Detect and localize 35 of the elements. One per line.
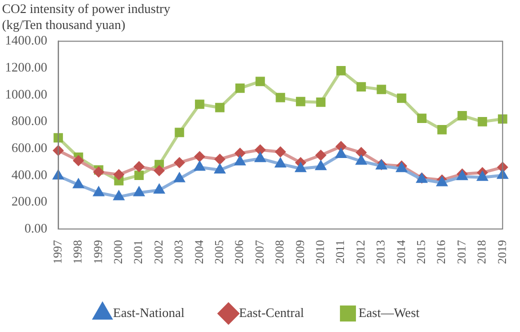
x-tick-label: 2007 (252, 240, 266, 264)
y-tick-label: 600.00 (12, 140, 48, 155)
x-tick-label: 1998 (70, 240, 85, 264)
x-tick-label: 2004 (192, 240, 206, 264)
x-tick-label: 2019 (494, 240, 509, 264)
x-tick-label: 1999 (90, 240, 105, 264)
x-tick-label: 2011 (333, 240, 348, 264)
x-tick-label: 2005 (212, 240, 226, 264)
x-tick-label: 2000 (111, 240, 125, 264)
y-tick-label: 1000.00 (5, 86, 48, 102)
x-tick-label: 2016 (434, 240, 448, 264)
chart-title: CO2 intensity of power industry (kg/Ten thousand yuan) (2, 1, 171, 32)
legend-label: East-National (113, 304, 185, 320)
y-tick-label: 0.00 (24, 220, 48, 236)
legend-label: East-Central (238, 304, 304, 320)
x-tick-label: 2017 (454, 240, 468, 264)
x-tick-label: 2012 (353, 240, 368, 264)
x-tick-label: 2001 (131, 240, 146, 264)
x-tick-label: 2003 (172, 240, 186, 264)
y-tick-label: 800.00 (12, 113, 48, 128)
x-tick-label: 2014 (394, 240, 408, 264)
x-tick-label: 2009 (292, 240, 307, 264)
legend-label: East—West (358, 304, 420, 320)
x-tick-label: 2002 (151, 240, 166, 264)
x-tick-label: 2015 (414, 240, 428, 264)
y-tick-label: 1200.00 (5, 59, 48, 74)
x-tick-label: 2010 (312, 240, 327, 264)
y-tick-label: 200.00 (12, 194, 48, 209)
y-tick-label: 400.00 (12, 166, 48, 182)
x-tick-label: 2013 (374, 240, 388, 264)
y-tick-label: 1400.00 (5, 32, 48, 48)
x-tick-label: 2008 (272, 240, 287, 264)
x-tick-label: 2006 (232, 240, 246, 264)
x-tick-label: 2018 (474, 240, 489, 264)
x-tick-label: 1997 (50, 240, 64, 264)
